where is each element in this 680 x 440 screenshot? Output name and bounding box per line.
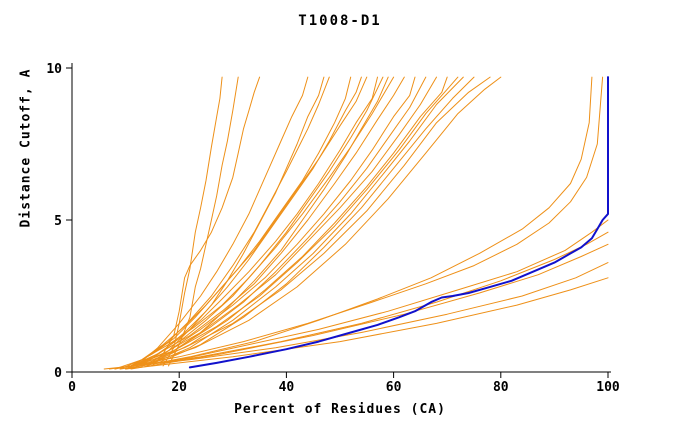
series-model-29 [103, 262, 609, 370]
series-model-28 [130, 243, 609, 370]
series-model-12 [146, 76, 389, 367]
series-model-14 [130, 76, 405, 367]
series-model-26 [109, 219, 609, 370]
x-tick-label: 40 [279, 380, 295, 395]
x-tick-label: 80 [493, 380, 509, 395]
series-model-01 [162, 76, 223, 367]
series-model-06 [125, 76, 330, 370]
x-axis-label: Percent of Residues (CA) [234, 402, 446, 417]
series-model-22 [135, 76, 491, 367]
series-model-11 [125, 76, 384, 370]
x-tick-label: 20 [171, 380, 187, 395]
series-model-09 [119, 76, 368, 370]
axes [71, 63, 611, 373]
series-highlighted-model [188, 76, 609, 369]
series-model-24 [114, 76, 604, 370]
x-tick-label: 100 [596, 380, 620, 395]
chart-title: T1008-D1 [298, 13, 382, 29]
series-model-21 [157, 76, 475, 364]
y-tick-label: 10 [46, 62, 62, 77]
series-model-13 [114, 76, 395, 370]
y-tick-label: 5 [54, 214, 62, 229]
series-model-18 [151, 76, 448, 364]
x-tick-label: 60 [386, 380, 402, 395]
series-model-15 [135, 76, 416, 367]
series-model-30 [125, 277, 609, 370]
series-model-07 [130, 76, 352, 367]
series-model-16 [141, 76, 427, 367]
y-tick-label: 0 [54, 366, 62, 381]
series-model-19 [130, 76, 459, 367]
series-model-23 [141, 76, 502, 367]
x-tick-label: 0 [68, 380, 76, 395]
series-model-10 [135, 76, 378, 367]
series-model-08 [141, 76, 362, 367]
series-model-17 [125, 76, 437, 370]
series-model-04 [135, 76, 309, 367]
series-model-25 [125, 76, 593, 370]
